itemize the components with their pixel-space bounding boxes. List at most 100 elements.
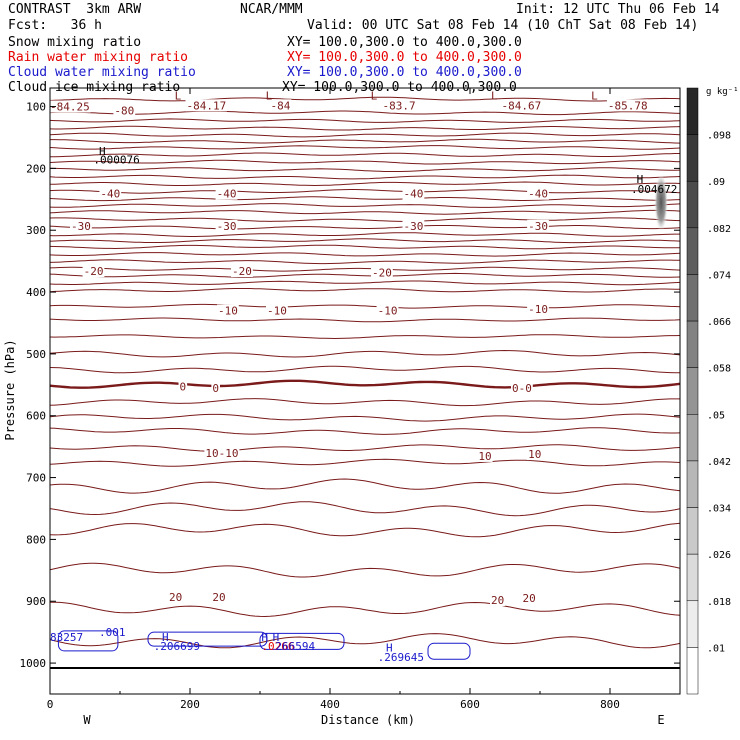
cloud-ice-shading xyxy=(654,175,669,236)
colorbar-label: .018 xyxy=(707,597,731,608)
temperature-label: 10 xyxy=(528,448,541,461)
colorbar-label: .042 xyxy=(707,457,731,468)
temperature-label: -40 xyxy=(217,188,237,201)
colorbar-label: .09 xyxy=(707,177,725,188)
isotherm-contour xyxy=(50,138,681,144)
isotherm-contour xyxy=(49,167,681,172)
low-marker: L xyxy=(175,89,182,102)
isotherm-contour xyxy=(49,280,681,286)
y-tick-label: 1000 xyxy=(20,657,47,670)
temperature-label: -30 xyxy=(404,220,424,233)
contour-label-bg xyxy=(606,99,649,112)
y-tick-label: 800 xyxy=(26,533,46,546)
temperature-label: 20 xyxy=(212,591,225,604)
high-marker: H xyxy=(273,631,280,644)
low-marker: L xyxy=(591,89,598,102)
contour-label-bg xyxy=(381,99,417,112)
contour-label-bg xyxy=(521,592,537,605)
plot-frame xyxy=(49,87,681,695)
contour-label-bg xyxy=(211,590,227,603)
contour-label-bg xyxy=(527,302,549,315)
isotherm-contour xyxy=(50,601,681,618)
y-tick-label: 400 xyxy=(26,286,46,299)
center-label: NCAR/MMM xyxy=(240,2,303,17)
isotherm-contour xyxy=(49,478,681,494)
colorbar-segment xyxy=(686,227,699,275)
colorbar-label: .026 xyxy=(707,550,731,561)
field-name-cloud-water: Cloud water mixing ratio xyxy=(8,65,196,80)
low-marker: L xyxy=(491,89,498,102)
high-marker: H xyxy=(637,173,644,186)
temperature-label: -83.7 xyxy=(383,99,416,112)
value-label: .001 xyxy=(99,626,126,639)
colorbar-segment xyxy=(686,87,699,135)
isotherm-contour xyxy=(49,145,681,150)
temperature-label: 10-10 xyxy=(205,447,238,460)
field-xy-snow: XY= 100.0,300.0 to 400.0,300.0 xyxy=(287,35,522,50)
y-tick-label: 100 xyxy=(26,101,46,114)
contour-label-bg xyxy=(113,104,136,117)
x-end-label-west: W xyxy=(83,713,91,727)
isotherm-contour xyxy=(49,303,681,309)
isotherm-contour xyxy=(49,398,680,407)
colorbar-segment xyxy=(686,180,699,229)
temperature-label: -20 xyxy=(232,265,252,278)
temperature-label: -84 xyxy=(271,99,291,112)
contour-label-bg xyxy=(99,187,122,200)
x-tick-label: 400 xyxy=(320,698,340,711)
y-tick-label: 200 xyxy=(26,162,46,175)
forecast-hour: Fcst: 36 h xyxy=(8,18,102,33)
contour-label-bg xyxy=(211,381,220,394)
colorbar-label: .01 xyxy=(707,643,725,654)
temperature-label: -84.25 xyxy=(50,101,90,114)
temperature-label: -30 xyxy=(217,220,237,233)
isotherm-contour xyxy=(50,152,680,158)
isotherm-contour xyxy=(49,379,681,389)
y-tick-label: 600 xyxy=(26,410,46,423)
contour-label-bg xyxy=(402,219,425,232)
temperature-label: -20 xyxy=(84,265,104,278)
field-xy-cloud-water: XY= 100.0,300.0 to 400.0,300.0 xyxy=(287,65,522,80)
contour-label-bg xyxy=(70,219,92,232)
temperature-label: -30 xyxy=(528,220,548,233)
temperature-label: 10 xyxy=(478,450,491,463)
colorbar-label: .034 xyxy=(707,504,731,515)
colorbar-segment xyxy=(686,274,699,322)
temperature-label: -10 xyxy=(378,305,398,318)
contour-label-bg xyxy=(204,446,240,459)
contour-label-bg xyxy=(217,304,239,317)
contour-label-bg xyxy=(215,187,238,200)
colorbar-unit: g kg⁻¹ xyxy=(706,87,739,97)
value-label: 266594 xyxy=(275,640,315,653)
temperature-label: -85.78 xyxy=(608,99,648,112)
isotherm-contour xyxy=(49,203,681,208)
value-label: .269645 xyxy=(378,651,424,664)
colorbar-segment xyxy=(686,320,699,368)
colorbar-label: .074 xyxy=(707,270,731,281)
colorbar-segment xyxy=(686,600,699,648)
temperature-label: 20 xyxy=(491,594,504,607)
isotherm-contour xyxy=(49,266,681,272)
colorbar-label: .098 xyxy=(707,131,731,142)
contour-label-bg xyxy=(168,590,184,603)
temperature-label: -10 xyxy=(528,303,548,316)
contour-label-bg xyxy=(527,187,549,200)
value-label: .000076 xyxy=(93,154,139,167)
isotherm-contour xyxy=(49,125,681,131)
contour-label-bg xyxy=(266,304,288,317)
isotherm-contour xyxy=(49,209,681,215)
colorbar-segment xyxy=(686,553,699,602)
field-name-rain: Rain water mixing ratio xyxy=(8,50,189,65)
contour-label-bg xyxy=(49,100,91,113)
init-time: Init: 12 UTC Thu 06 Feb 14 xyxy=(516,2,720,17)
isotherm-contour xyxy=(49,132,681,138)
temperature-label: 20 xyxy=(169,591,182,604)
temperature-label: -84.67 xyxy=(502,99,542,112)
temperature-label: 0-0 xyxy=(512,382,532,395)
model-title: CONTRAST 3km ARW xyxy=(8,2,142,17)
isotherm-contour xyxy=(49,174,681,180)
cloud-water-contour xyxy=(259,632,345,650)
isotherm-contour xyxy=(49,444,681,452)
contour-label-bg xyxy=(376,304,399,317)
